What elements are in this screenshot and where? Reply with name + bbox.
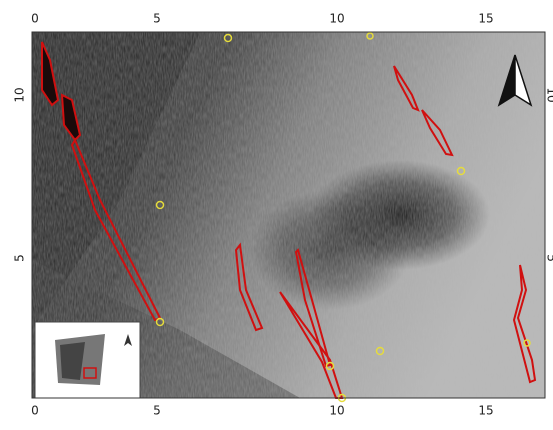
y-tick-label: 5 — [545, 254, 553, 262]
x-tick-label: 15 — [478, 12, 493, 26]
x-tick-label: 10 — [329, 12, 344, 26]
x-tick-label: 5 — [153, 12, 161, 26]
y-tick-label: 10 — [545, 87, 553, 102]
page: {"map": {"x_ticks_top": [0, 5, 10, 15], … — [0, 0, 553, 426]
x-tick-label: 5 — [153, 404, 161, 418]
y-tick-label: 5 — [13, 254, 27, 262]
x-tick-label: 15 — [478, 404, 493, 418]
inset-map — [35, 322, 140, 398]
x-tick-label: 0 — [31, 404, 39, 418]
y-tick-label: 10 — [13, 87, 27, 102]
x-tick-label: 0 — [31, 12, 39, 26]
x-tick-label: 10 — [329, 404, 344, 418]
map-figure: 0 5 10 15 0 5 10 15 10 5 10 5 — [0, 0, 553, 426]
